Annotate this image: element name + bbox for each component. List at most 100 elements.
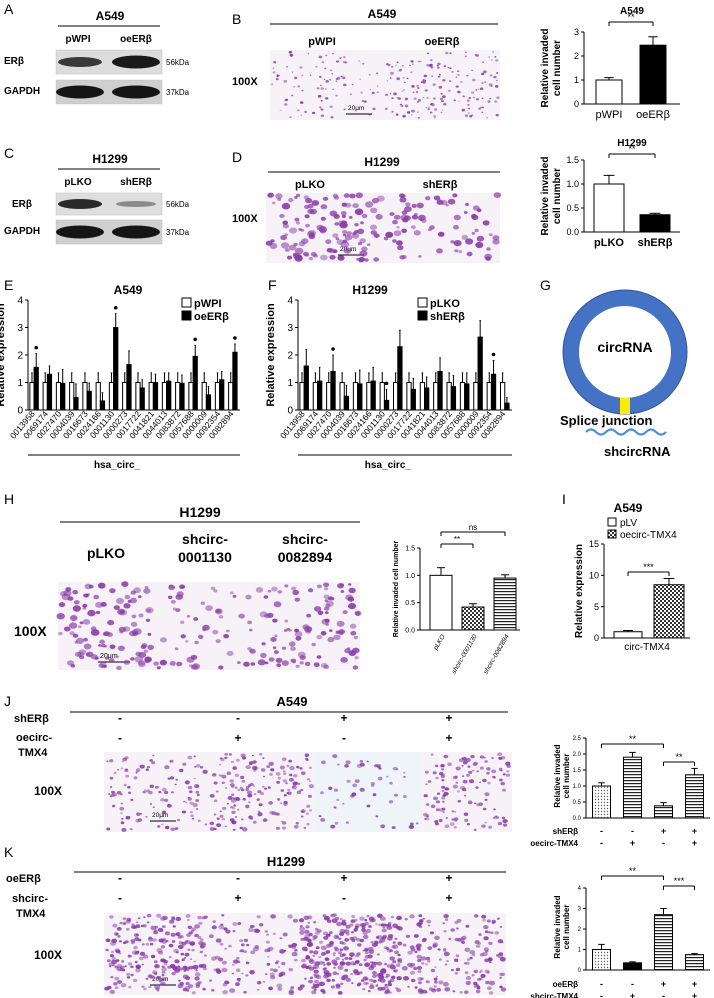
cell-dot [436,988,442,992]
cell-dot [399,193,405,198]
cell-dot [491,769,497,774]
cell-dot [277,776,281,780]
cell-dot [357,982,362,986]
cell-dot [395,64,397,66]
cell-dot [462,779,468,784]
cell-dot [440,111,443,114]
cell-dot [306,938,311,942]
cell-dot [314,988,317,991]
cell-dot [296,221,300,225]
cell-dot [361,246,368,252]
cell-dot [257,659,266,666]
cell-dot [333,806,337,809]
cell-dot [283,794,287,797]
cell-dot [294,597,301,602]
cell-dot [383,962,388,966]
micrograph-cells [383,192,502,261]
cell-dot [413,97,417,100]
x-tick-label: pLKO [432,634,447,653]
cell-dot [174,783,177,786]
cell-dot [422,81,426,84]
cell-dot [173,965,179,970]
cell-dot [350,630,357,636]
cell-dot [436,64,439,67]
cell-dot [374,940,378,944]
cell-dot [175,951,179,954]
cell-dot [241,818,244,821]
cell-dot [140,644,147,650]
cell-dot [349,193,356,199]
cell-dot [152,754,155,757]
cell-dot [202,628,206,632]
cell-dot [353,918,358,922]
y-tick-label: 1.5 [573,768,582,774]
cell-dot [369,984,375,990]
cell-dot [493,192,502,199]
micrograph-cells [209,752,314,832]
cell-dot [412,63,414,65]
bar [429,574,453,631]
cell-dot [84,583,92,590]
cell-dot [176,818,181,822]
cell-dot [453,240,462,247]
cell-dot [348,583,352,586]
cell-dot [320,791,324,795]
cell-dot [195,790,200,794]
cell-dot [496,79,498,81]
cell-dot [137,917,141,920]
cell-dot [194,934,198,938]
cell-dot [143,588,151,594]
cell-dot [474,914,479,918]
cell-dot [306,613,311,618]
cell-dot [289,765,295,771]
cell-dot [186,918,190,921]
y-tick-label: 1.0 [573,784,582,790]
bar [419,382,426,411]
cell-dot [90,626,97,631]
cell-dot [391,97,394,100]
cell-dot [260,652,267,659]
cell-dot [348,587,356,594]
cell-dot [340,657,348,663]
cell-dot [120,965,125,970]
cell-dot [487,781,491,785]
cell-dot [308,784,314,789]
cell-dot [291,951,298,957]
cell-dot [180,952,185,956]
cell-dot [190,930,195,933]
bar [685,954,704,971]
cell-dot [362,949,365,952]
y-tick-label: 1.0 [566,179,579,189]
invasion-k-row1-label: oeERβ [6,873,41,885]
cell-dot [305,755,308,758]
cell-dot [445,918,449,921]
cell-dot [427,108,431,111]
cell-dot [267,949,271,953]
cell-dot [304,661,311,667]
cell-dot [407,978,410,980]
cell-dot [484,792,490,797]
cell-dot [445,204,449,207]
cell-dot [116,665,122,671]
cell-dot [121,827,127,832]
cell-dot [142,790,146,794]
cell-dot [283,800,288,805]
cell-dot [97,582,106,589]
cell-dot [410,71,413,74]
cell-dot [115,932,119,936]
cell-dot [119,806,125,811]
cell-dot [304,204,310,209]
cell-dot [183,800,186,803]
cell-dot [294,196,298,199]
cell-dot [146,608,151,613]
cell-dot [359,787,365,792]
cell-dot [313,969,319,974]
cell-dot [150,954,156,959]
cell-dot [464,55,467,58]
cell-dot [324,957,330,962]
cell-dot [450,240,455,244]
cell-dot [194,976,200,981]
cell-dot [353,928,358,932]
invasion-k-r1-2: - [236,871,240,885]
cell-dot [70,664,76,668]
